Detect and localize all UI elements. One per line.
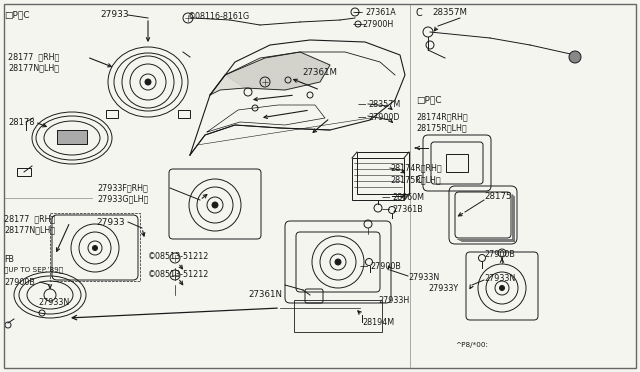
Text: C: C (416, 175, 423, 185)
Circle shape (499, 285, 504, 291)
Text: 27900D: 27900D (368, 113, 399, 122)
Text: —: — (358, 113, 366, 122)
Text: 27361M: 27361M (302, 68, 337, 77)
Bar (57, 130, 87, 144)
Text: 28178: 28178 (8, 118, 35, 127)
Text: （UP TO SEP.’89）: （UP TO SEP.’89） (4, 266, 63, 273)
Text: C: C (416, 8, 423, 18)
Text: 28357M: 28357M (432, 8, 467, 17)
Text: 27900B: 27900B (4, 278, 35, 287)
Text: 27933H: 27933H (378, 296, 409, 305)
Text: 27933N: 27933N (484, 274, 515, 283)
Text: 28174R（RH）: 28174R（RH） (416, 112, 468, 121)
Bar (17, 168, 31, 176)
Bar (294, 300, 382, 332)
Text: —: — (360, 262, 369, 271)
Text: 28174R（RH）: 28174R（RH） (390, 163, 442, 172)
Text: 28177N（LH）: 28177N（LH） (4, 225, 55, 234)
Text: 27900B: 27900B (484, 250, 515, 259)
Text: FB: FB (4, 255, 14, 264)
Bar (106, 110, 118, 118)
Text: 27933F（RH）: 27933F（RH） (97, 183, 148, 192)
Text: □P：C: □P：C (416, 95, 442, 104)
Text: ^P8/*00:: ^P8/*00: (455, 342, 488, 348)
Text: 27900H: 27900H (362, 20, 393, 29)
Text: —: — (382, 205, 390, 214)
Text: 28175: 28175 (484, 192, 511, 201)
Circle shape (93, 246, 97, 250)
Text: ©08513-51212: ©08513-51212 (148, 252, 209, 261)
Text: 28177  （RH）: 28177 （RH） (8, 52, 60, 61)
Text: 28175R（LH）: 28175R（LH） (416, 123, 467, 132)
Circle shape (212, 202, 218, 208)
Circle shape (145, 79, 151, 85)
Bar (178, 110, 190, 118)
Text: —: — (382, 193, 390, 202)
Bar (50, 213, 140, 281)
Text: 28177  （RH）: 28177 （RH） (4, 214, 55, 223)
Text: ©08513-51212: ©08513-51212 (148, 270, 209, 279)
Text: 27900B: 27900B (370, 262, 401, 271)
Text: 27933N: 27933N (408, 273, 439, 282)
Bar (352, 158, 404, 200)
Text: —: — (358, 100, 366, 109)
Text: 27361B: 27361B (392, 205, 423, 214)
Text: □P：C: □P：C (4, 10, 29, 19)
Text: 27933G（LH）: 27933G（LH） (97, 194, 148, 203)
Text: 28177N（LH）: 28177N（LH） (8, 63, 59, 72)
Bar (357, 152, 409, 194)
Polygon shape (225, 52, 330, 90)
Text: 27933Y: 27933Y (428, 284, 458, 293)
Text: 28060M: 28060M (392, 193, 424, 202)
Text: 27361N: 27361N (248, 290, 282, 299)
Circle shape (569, 51, 581, 63)
Bar (446, 154, 468, 172)
Text: —: — (353, 20, 362, 29)
Polygon shape (210, 52, 330, 95)
Text: —: — (353, 8, 362, 17)
Text: 28357M: 28357M (368, 100, 400, 109)
Text: 27361A: 27361A (365, 8, 396, 17)
Circle shape (335, 259, 341, 265)
Text: 28175R（LH）: 28175R（LH） (390, 175, 440, 184)
Text: ©08116-8161G: ©08116-8161G (188, 12, 250, 21)
Text: 27933N: 27933N (38, 298, 69, 307)
Text: 27933: 27933 (96, 218, 125, 227)
Text: 28194M: 28194M (362, 318, 394, 327)
Bar (57, 130, 87, 144)
Text: 27933: 27933 (100, 10, 129, 19)
